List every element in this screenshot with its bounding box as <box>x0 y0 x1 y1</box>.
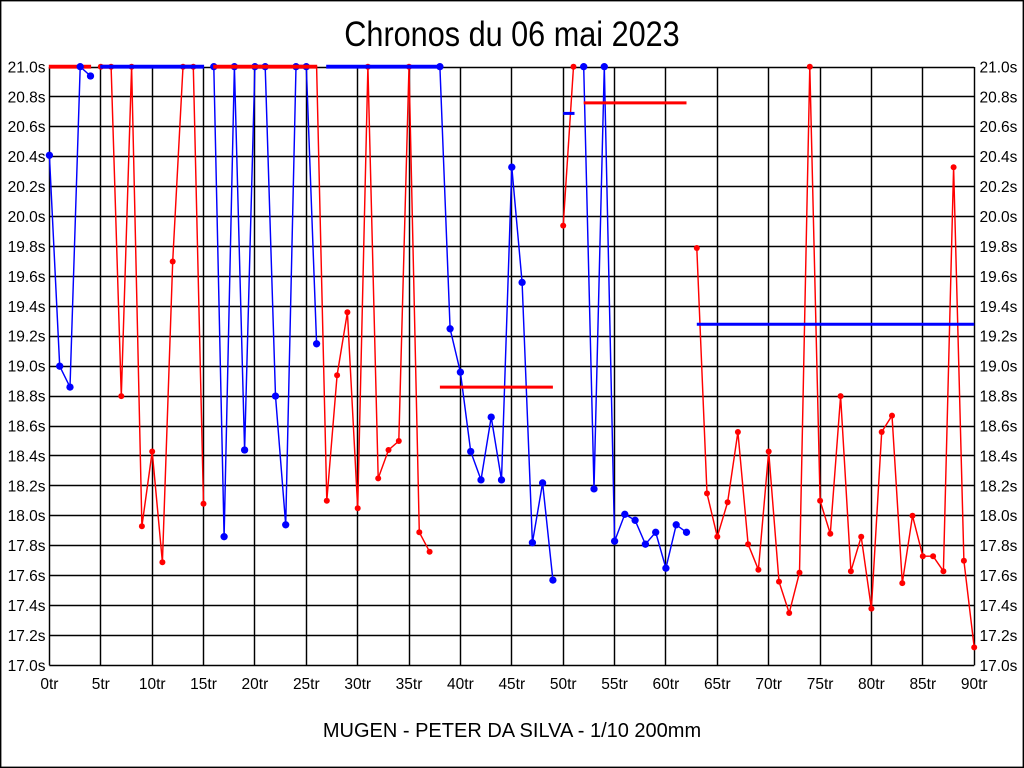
svg-text:19.6s: 19.6s <box>980 269 1018 286</box>
svg-text:20.4s: 20.4s <box>980 149 1018 166</box>
svg-text:21.0s: 21.0s <box>8 59 46 76</box>
svg-text:20.0s: 20.0s <box>8 209 46 226</box>
svg-text:19.8s: 19.8s <box>980 239 1018 256</box>
svg-text:35tr: 35tr <box>396 676 423 693</box>
svg-text:0tr: 0tr <box>40 676 58 693</box>
svg-text:19.0s: 19.0s <box>980 359 1018 376</box>
svg-text:80tr: 80tr <box>858 676 885 693</box>
svg-text:50tr: 50tr <box>550 676 577 693</box>
svg-text:18.4s: 18.4s <box>980 448 1018 465</box>
svg-text:19.0s: 19.0s <box>8 359 46 376</box>
svg-text:20.8s: 20.8s <box>980 89 1018 106</box>
svg-text:17.0s: 17.0s <box>980 658 1018 675</box>
svg-text:90tr: 90tr <box>961 676 988 693</box>
svg-text:19.2s: 19.2s <box>980 329 1018 346</box>
svg-text:18.2s: 18.2s <box>8 478 46 495</box>
svg-text:17.8s: 17.8s <box>980 538 1018 555</box>
svg-text:17.8s: 17.8s <box>8 538 46 555</box>
svg-text:18.6s: 18.6s <box>8 418 46 435</box>
svg-text:18.8s: 18.8s <box>8 389 46 406</box>
svg-text:19.4s: 19.4s <box>8 299 46 316</box>
svg-text:85tr: 85tr <box>909 676 936 693</box>
svg-text:17.4s: 17.4s <box>980 598 1018 615</box>
svg-text:20.6s: 20.6s <box>8 119 46 136</box>
svg-text:17.6s: 17.6s <box>980 568 1018 585</box>
svg-text:20.0s: 20.0s <box>980 209 1018 226</box>
svg-text:19.4s: 19.4s <box>980 299 1018 316</box>
svg-text:75tr: 75tr <box>807 676 834 693</box>
svg-text:20.8s: 20.8s <box>8 89 46 106</box>
svg-text:25tr: 25tr <box>293 676 320 693</box>
svg-text:19.8s: 19.8s <box>8 239 46 256</box>
svg-text:18.8s: 18.8s <box>980 389 1018 406</box>
svg-text:19.6s: 19.6s <box>8 269 46 286</box>
svg-text:15tr: 15tr <box>190 676 217 693</box>
svg-text:18.0s: 18.0s <box>8 508 46 525</box>
svg-text:40tr: 40tr <box>447 676 474 693</box>
svg-text:60tr: 60tr <box>653 676 680 693</box>
svg-text:20.6s: 20.6s <box>980 119 1018 136</box>
svg-text:18.0s: 18.0s <box>980 508 1018 525</box>
svg-text:70tr: 70tr <box>755 676 782 693</box>
svg-text:17.6s: 17.6s <box>8 568 46 585</box>
svg-text:10tr: 10tr <box>139 676 166 693</box>
svg-text:17.2s: 17.2s <box>8 628 46 645</box>
svg-text:17.2s: 17.2s <box>980 628 1018 645</box>
svg-text:5tr: 5tr <box>92 676 110 693</box>
svg-text:65tr: 65tr <box>704 676 731 693</box>
svg-text:20.2s: 20.2s <box>980 179 1018 196</box>
svg-text:19.2s: 19.2s <box>8 329 46 346</box>
svg-text:20tr: 20tr <box>242 676 269 693</box>
svg-text:30tr: 30tr <box>344 676 371 693</box>
svg-text:55tr: 55tr <box>601 676 628 693</box>
svg-text:18.4s: 18.4s <box>8 448 46 465</box>
svg-text:20.4s: 20.4s <box>8 149 46 166</box>
svg-text:18.6s: 18.6s <box>980 418 1018 435</box>
svg-text:45tr: 45tr <box>498 676 525 693</box>
svg-text:17.0s: 17.0s <box>8 658 46 675</box>
svg-text:18.2s: 18.2s <box>980 478 1018 495</box>
svg-text:17.4s: 17.4s <box>8 598 46 615</box>
svg-text:21.0s: 21.0s <box>980 59 1018 76</box>
svg-text:20.2s: 20.2s <box>8 179 46 196</box>
